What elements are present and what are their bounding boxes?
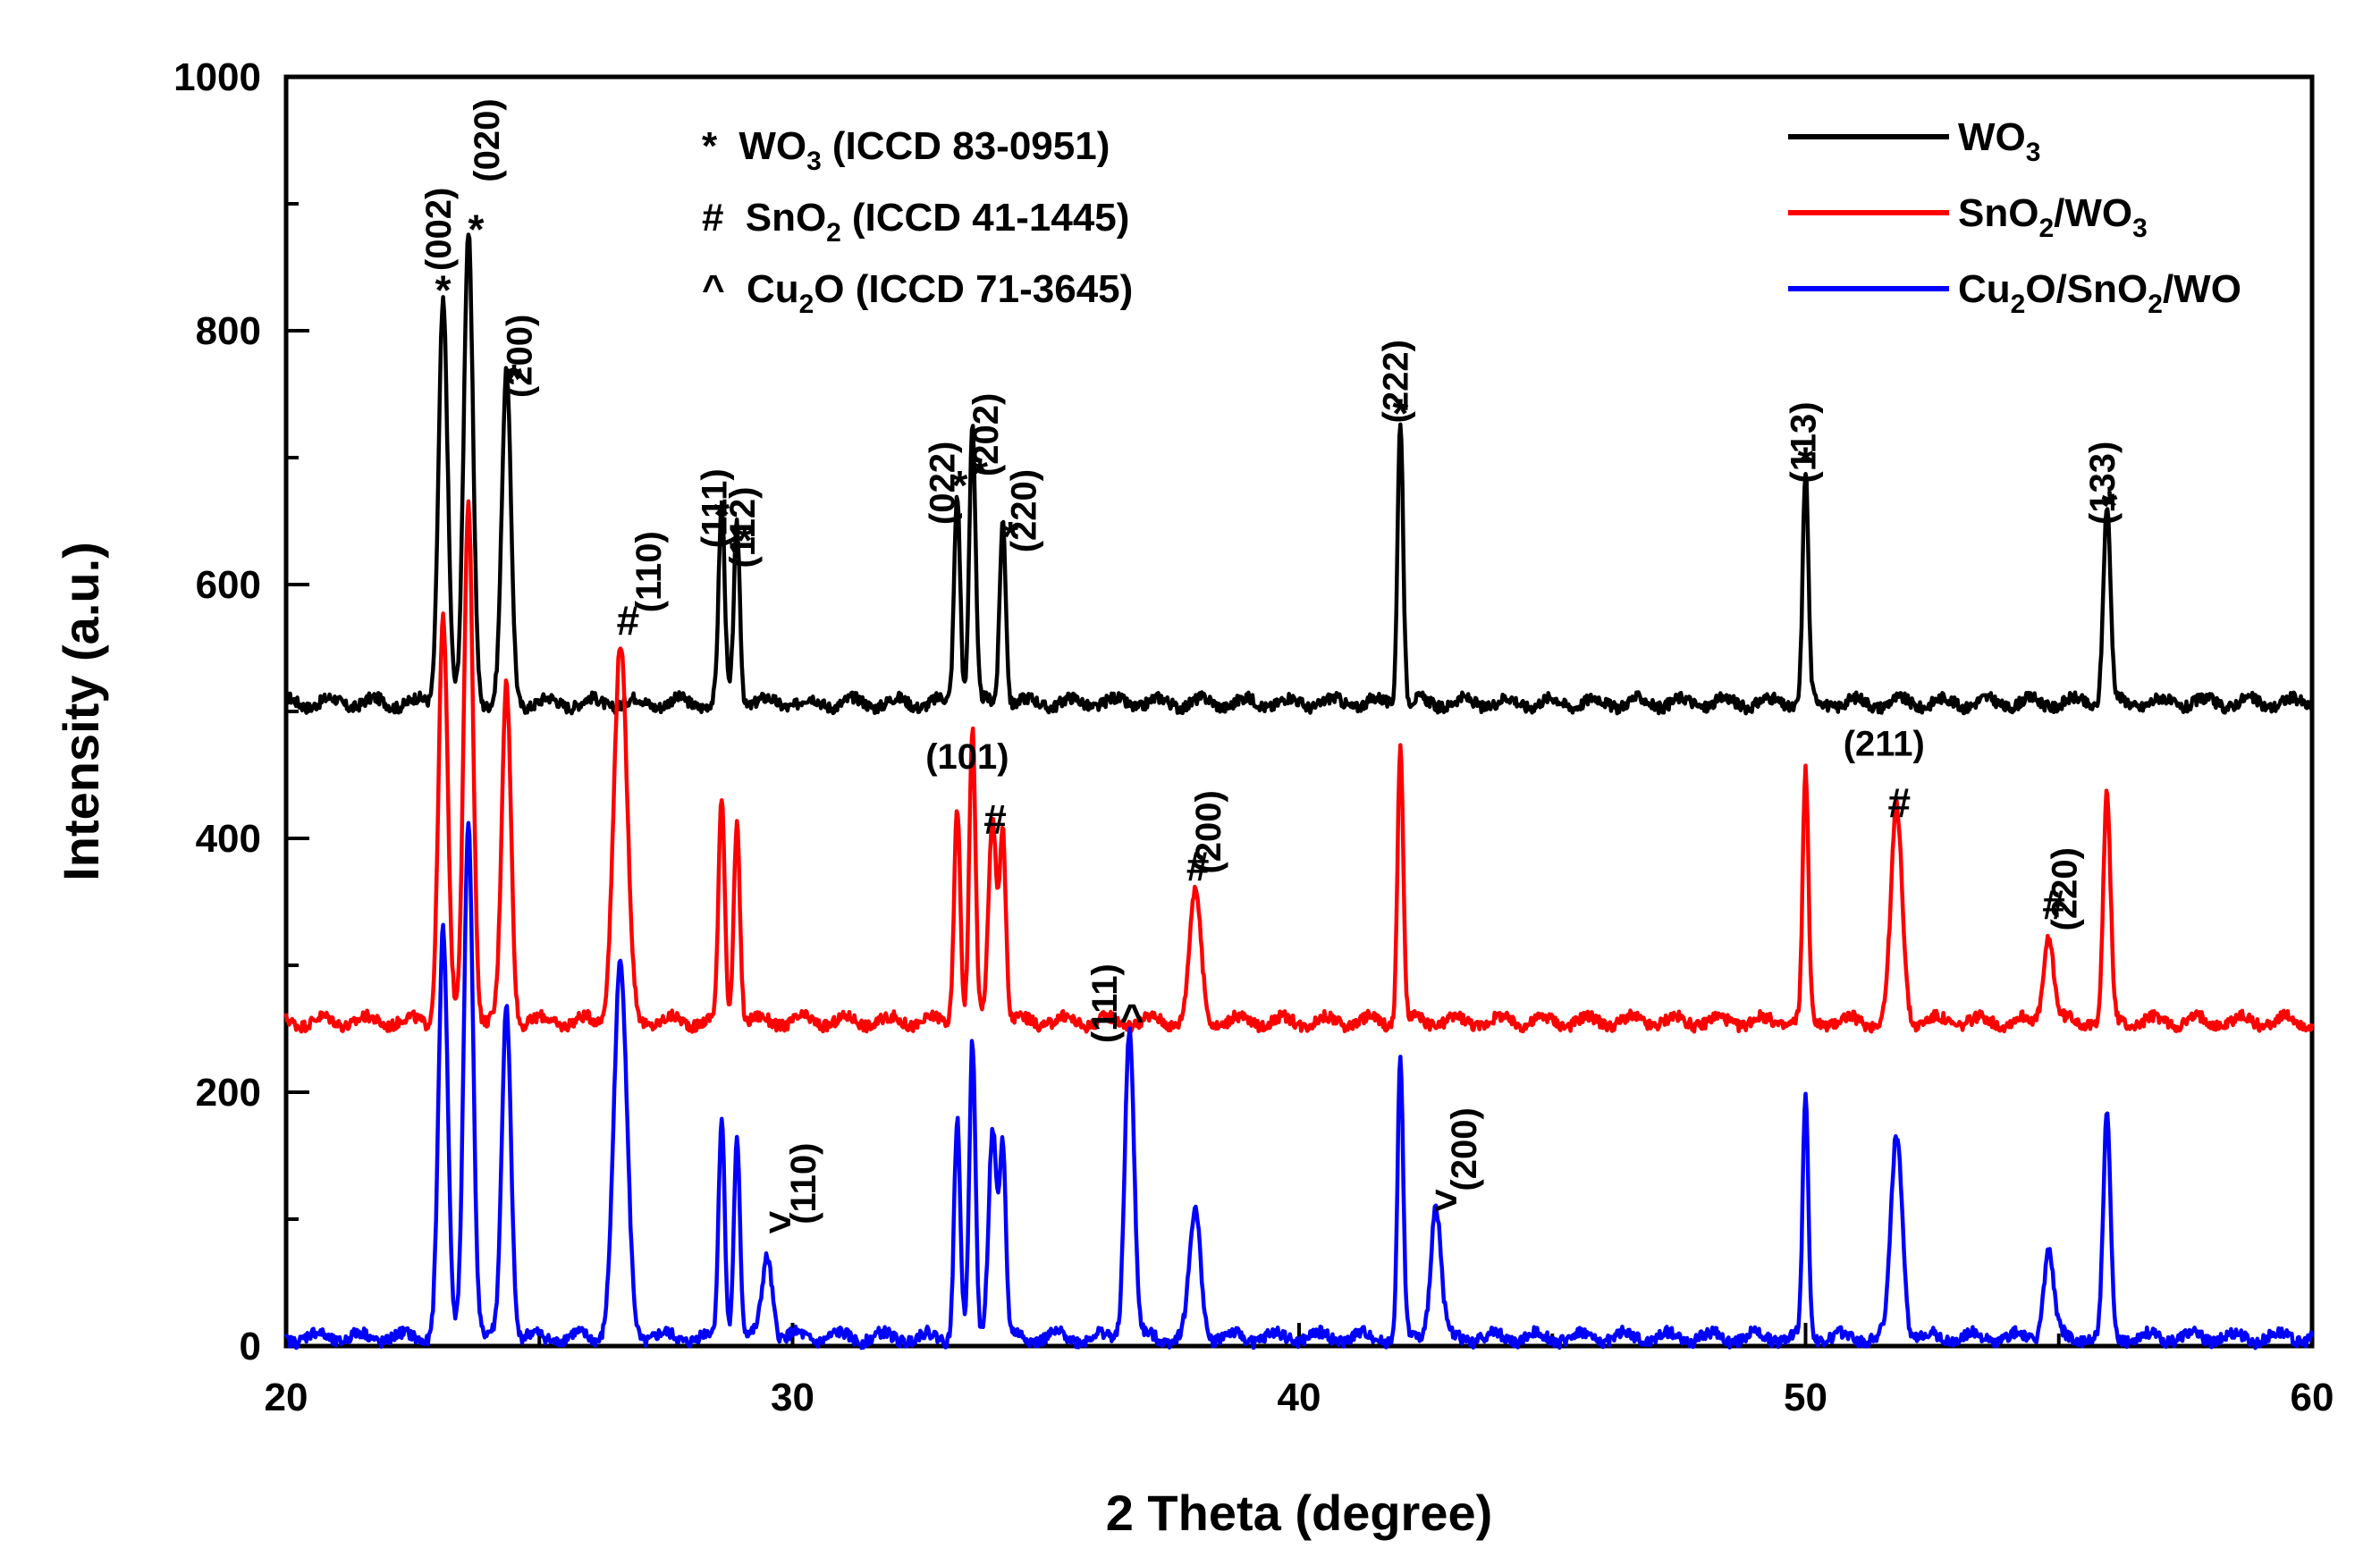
x-tick-label: 40: [1278, 1376, 1321, 1419]
series-line: [283, 499, 2315, 1034]
reference-symbol: *: [702, 124, 718, 168]
reference-note-cu2o: ^ Cu2O (ICCD 71-3645): [702, 267, 1133, 319]
x-tick-label: 20: [265, 1376, 308, 1419]
phase-marker: >: [1434, 1177, 1458, 1224]
phase-marker: #: [2042, 881, 2065, 928]
peak-label: (111): [696, 468, 735, 548]
x-tick-label: 50: [1784, 1376, 1827, 1419]
reference-subscript: 3: [806, 147, 822, 176]
reference-formula: WO: [738, 124, 806, 168]
reference-formula: Cu: [747, 267, 799, 311]
peak-label: (133): [2083, 442, 2123, 525]
peak-label: (113): [1785, 401, 1824, 483]
phase-marker: *: [506, 356, 522, 402]
series-layer: [283, 232, 2315, 1351]
reference-subscript: 2: [799, 290, 814, 319]
x-tick-label: 30: [771, 1376, 814, 1419]
y-tick-label: 1000: [173, 55, 261, 99]
annotation-layer: (002)(020)(200)(111)(112)(022)(202)(220)…: [419, 98, 2123, 1244]
phase-marker: *: [435, 267, 452, 314]
phase-marker: #: [983, 796, 1007, 843]
phase-marker: #: [617, 597, 640, 644]
phase-marker: #: [1186, 843, 1210, 889]
x-tick-label: 60: [2291, 1376, 2334, 1419]
peak-label: (222): [1377, 340, 1416, 423]
phase-marker: *: [713, 492, 730, 538]
legend: WO3 SnO2/WO3 Cu2O/SnO2/WO: [1788, 115, 2241, 319]
phase-marker: *: [1798, 438, 1814, 484]
reference-card: (ICCD 41-1445): [852, 196, 1130, 240]
legend-label-sno2-wo3: SnO2/WO3: [1958, 191, 2148, 243]
phase-marker: *: [468, 206, 484, 252]
phase-marker: *: [1392, 390, 1408, 436]
phase-marker: #: [1888, 779, 1912, 826]
x-axis-title: 2 Theta (degree): [1106, 1485, 1493, 1541]
reference-note-sno2: # SnO2 (ICCD 41-1445): [702, 196, 1129, 248]
peak-label: (022): [924, 442, 963, 525]
peak-label: (020): [468, 98, 507, 181]
y-tick-label: 200: [196, 1071, 261, 1115]
peak-label: (200): [1189, 790, 1228, 873]
phase-marker: *: [737, 517, 753, 563]
peak-label: (211): [1844, 725, 1925, 764]
peak-label: (111): [1085, 964, 1125, 1043]
y-axis-title: Intensity (a.u.): [53, 542, 109, 881]
reference-note-wo3: * WO3 (ICCD 83-0951): [702, 124, 1110, 176]
reference-card: O (ICCD 71-3645): [814, 267, 1133, 311]
legend-label-wo3: WO3: [1958, 115, 2040, 167]
legend-label-cu2o-sno2-wo3: Cu2O/SnO2/WO: [1958, 267, 2241, 319]
peak-label: (200): [1445, 1107, 1484, 1191]
peak-label: (002): [419, 188, 459, 271]
peak-label: (110): [784, 1143, 823, 1225]
reference-card: (ICCD 83-0951): [832, 124, 1110, 168]
phase-marker: ^: [1120, 996, 1144, 1042]
y-tick-label: 600: [196, 563, 261, 607]
y-tick-label: 0: [240, 1325, 261, 1368]
phase-marker: *: [1002, 513, 1018, 560]
phase-marker: >: [768, 1199, 792, 1245]
peak-label: (101): [925, 737, 1009, 777]
reference-formula: SnO: [746, 196, 826, 240]
y-tick-label: 800: [196, 309, 261, 353]
reference-symbol: #: [702, 196, 723, 240]
peak-label: (112): [723, 487, 763, 568]
series-line: [283, 821, 2315, 1351]
reference-symbol: ^: [702, 267, 725, 311]
y-tick-label: 400: [196, 817, 261, 861]
peak-label: (200): [501, 315, 540, 398]
peak-label: (110): [629, 531, 669, 612]
peak-label: (220): [2045, 847, 2084, 930]
phase-marker: *: [2101, 483, 2117, 529]
phase-marker: *: [972, 450, 988, 496]
peak-label: (220): [1004, 469, 1043, 552]
reference-subscript: 2: [826, 218, 841, 248]
phase-marker: *: [951, 462, 967, 509]
peak-label: (202): [966, 393, 1006, 476]
reference-notes: * WO3 (ICCD 83-0951) # SnO2 (ICCD 41-1445)…: [702, 124, 1133, 319]
